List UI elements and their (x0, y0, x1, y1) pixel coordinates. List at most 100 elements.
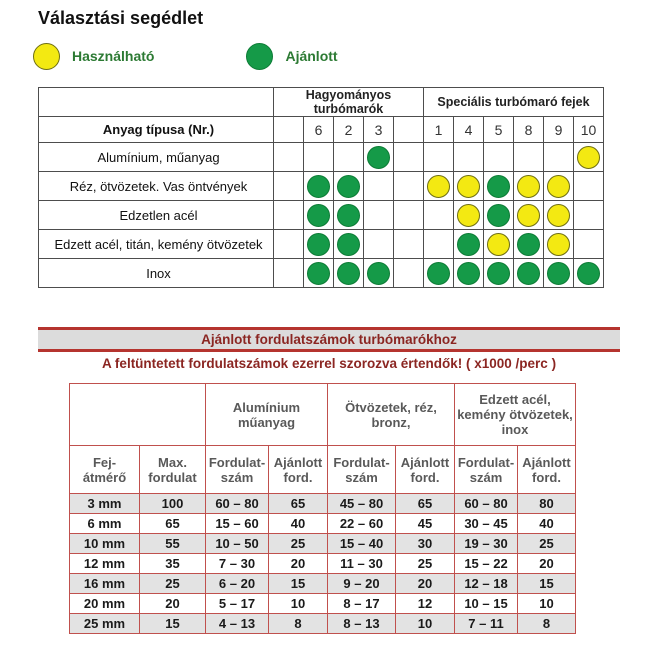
rpm-value: 30 (395, 533, 455, 554)
rpm-column-header: Ajánlott ford. (395, 445, 455, 494)
rpm-empty-corner (69, 383, 206, 446)
rpm-column-header: Fordulat-szám (205, 445, 269, 494)
legend: Használható Ajánlott (33, 42, 338, 70)
head-number-10: 10 (573, 116, 604, 143)
rpm-value: 7 – 11 (454, 613, 518, 634)
recommended-dot-icon (337, 174, 360, 198)
recommended-dot-icon (307, 261, 330, 285)
matrix-cell-yellow (483, 229, 514, 259)
legend-item-recommended: Ajánlott (246, 42, 338, 70)
selection-group-row: Hagyományos turbómarók Speciális turbóma… (38, 87, 604, 117)
rpm-value: 15 (139, 613, 206, 634)
rpm-group-aluminium: Alumínium műanyag (205, 383, 328, 446)
matrix-cell-empty (453, 142, 484, 172)
legend-usable-label: Használható (72, 48, 155, 64)
head-number-empty (273, 116, 304, 143)
matrix-cell-empty (273, 142, 304, 172)
usable-dot-icon (547, 232, 570, 256)
matrix-cell-green (513, 229, 544, 259)
rpm-column-header: Fordulat-szám (454, 445, 518, 494)
usable-dot-icon (547, 203, 570, 227)
matrix-cell-green (333, 258, 364, 288)
rpm-column-header: Ajánlott ford. (268, 445, 328, 494)
matrix-cell-yellow (453, 171, 484, 201)
matrix-cell-empty (423, 142, 454, 172)
matrix-cell-empty (393, 200, 424, 230)
material-label: Edzett acél, titán, kemény ötvözetek (38, 229, 274, 259)
rpm-row-25-mm: 25 mm 15 4 – 13 8 8 – 13 10 7 – 11 8 (69, 613, 576, 634)
matrix-cell-empty (333, 142, 364, 172)
legend-item-usable: Használható (33, 42, 155, 70)
rpm-value: 25 (268, 533, 328, 554)
head-number-4: 4 (453, 116, 484, 143)
recommended-dot-icon (487, 261, 510, 285)
recommended-dot-icon (577, 261, 600, 285)
rpm-column-header: Fej-átmérő (69, 445, 140, 494)
rpm-value: 12 (395, 593, 455, 614)
rpm-value: 6 – 20 (205, 573, 269, 594)
usable-dot-icon (577, 145, 600, 169)
usable-dot-icon (517, 174, 540, 198)
rpm-subtitle: A feltüntetett fordulatszámok ezerrel sz… (101, 356, 557, 371)
recommended-dot-icon (307, 203, 330, 227)
matrix-cell-empty (423, 229, 454, 259)
head-number-5: 5 (483, 116, 514, 143)
recommended-dot-icon (517, 232, 540, 256)
recommended-dot-icon (337, 232, 360, 256)
recommended-dot-icon (337, 261, 360, 285)
matrix-cell-empty (513, 142, 544, 172)
matrix-cell-empty (363, 229, 394, 259)
rpm-value: 65 (268, 493, 328, 514)
head-diameter-value: 6 mm (69, 513, 140, 534)
matrix-cell-green (513, 258, 544, 288)
rpm-value: 12 – 18 (454, 573, 518, 594)
usable-dot-icon (547, 174, 570, 198)
recommended-dot-icon (367, 145, 390, 169)
rpm-value: 15 (517, 573, 576, 594)
recommended-dot-icon (367, 261, 390, 285)
recommended-dot-icon (427, 261, 450, 285)
rpm-column-header: Max. fordulat (139, 445, 206, 494)
matrix-cell-yellow (543, 229, 574, 259)
rpm-value: 40 (268, 513, 328, 534)
head-number-6: 6 (303, 116, 334, 143)
recommended-dot-icon (517, 261, 540, 285)
matrix-cell-empty (423, 200, 454, 230)
matrix-cell-green (453, 229, 484, 259)
rpm-value: 25 (139, 573, 206, 594)
matrix-cell-green (303, 258, 334, 288)
rpm-value: 5 – 17 (205, 593, 269, 614)
matrix-cell-yellow (513, 171, 544, 201)
usable-dot-icon (457, 174, 480, 198)
matrix-cell-yellow (513, 200, 544, 230)
rpm-row-16-mm: 16 mm 25 6 – 20 15 9 – 20 20 12 – 18 15 (69, 573, 576, 594)
matrix-cell-empty (273, 171, 304, 201)
matrix-cell-empty (273, 258, 304, 288)
matrix-cell-yellow (543, 171, 574, 201)
rpm-row-20-mm: 20 mm 20 5 – 17 10 8 – 17 12 10 – 15 10 (69, 593, 576, 614)
rpm-value: 45 (395, 513, 455, 534)
rpm-value: 25 (517, 533, 576, 554)
usable-dot-icon (33, 42, 60, 70)
page-title: Választási segédlet (38, 8, 204, 28)
rpm-value: 15 (268, 573, 328, 594)
rpm-value: 65 (395, 493, 455, 514)
rpm-value: 35 (139, 553, 206, 574)
usable-dot-icon (457, 203, 480, 227)
rpm-table: Alumínium műanyag Ötvözetek, réz, bronz,… (69, 383, 576, 634)
head-number-9: 9 (543, 116, 574, 143)
matrix-cell-green (363, 258, 394, 288)
matrix-cell-green (483, 171, 514, 201)
rpm-value: 25 (395, 553, 455, 574)
matrix-cell-empty (393, 229, 424, 259)
matrix-cell-empty (483, 142, 514, 172)
rpm-table-body: 3 mm 100 60 – 80 65 45 – 80 65 60 – 80 80 6 mm 65… (69, 493, 576, 634)
matrix-cell-green (483, 258, 514, 288)
rpm-value: 60 – 80 (205, 493, 269, 514)
recommended-dot-icon (246, 42, 274, 70)
head-number-8: 8 (513, 116, 544, 143)
material-row: Edzetlen acél (38, 200, 604, 230)
rpm-row-10-mm: 10 mm 55 10 – 50 25 15 – 40 30 19 – 30 25 (69, 533, 576, 554)
recommended-dot-icon (307, 232, 330, 256)
